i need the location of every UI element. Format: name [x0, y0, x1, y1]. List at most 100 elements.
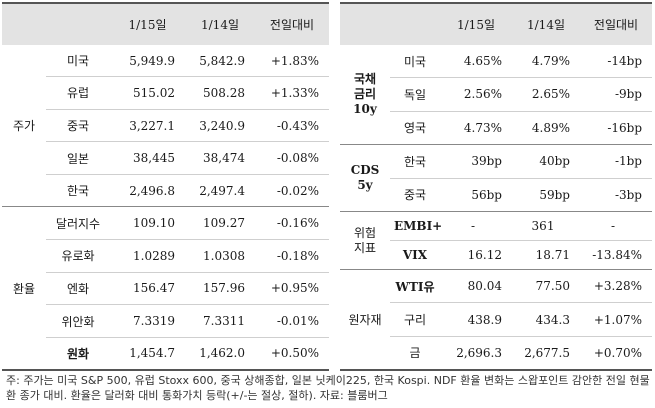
- value-date1: 4.65%: [463, 54, 502, 69]
- value-change: +0.70%: [580, 335, 652, 369]
- group-label-cds: CDS 5y: [340, 144, 390, 212]
- value-change: -9bp: [580, 77, 652, 112]
- value-date2: 109.27: [185, 206, 255, 240]
- value-date1: 80.04: [440, 268, 512, 303]
- table-row: 중국 3,227.1 3,240.9 -0.43%: [2, 108, 329, 142]
- value-date1: 39bp: [440, 144, 512, 179]
- value-date2: 40bp: [512, 144, 580, 179]
- row-label: 엔화: [46, 271, 110, 305]
- value-date2: 4.79%: [531, 54, 570, 69]
- row-label: 미국: [403, 54, 427, 69]
- row-label: 중국: [46, 108, 110, 142]
- value-change: -0.01%: [255, 304, 329, 338]
- row-label: 중국: [390, 177, 440, 212]
- table-row: 국채 금리 10y 미국 4.65% 4.79% -14bp: [340, 45, 652, 116]
- value-date2: 38,474: [185, 141, 255, 175]
- value-date1: 1,454.7: [110, 336, 185, 369]
- row-label: WTI유: [390, 268, 440, 303]
- value-change: -3bp: [580, 177, 652, 212]
- right-market-table: 1/15일 1/14일 전일대비 국채 금리 10y 미국 4.65% 4.79…: [340, 4, 652, 369]
- row-label: 독일: [390, 77, 440, 112]
- group-label-risk: 위험 지표: [340, 211, 390, 270]
- value-date1: 2,696.3: [440, 335, 512, 369]
- group-label-commodities: 원자재: [340, 268, 390, 369]
- value-change: +3.28%: [580, 268, 652, 303]
- value-date2: 4.89%: [512, 110, 580, 145]
- value-date2: 3,240.9: [185, 108, 255, 142]
- table-row: 주가 미국 5,949.9 5,842.9 +1.83%: [2, 45, 329, 134]
- row-label: 한국: [390, 144, 440, 179]
- table-row: 독일 2.56% 2.65% -9bp: [340, 77, 652, 112]
- left-header-date2: 1/14일: [185, 4, 255, 45]
- value-date1: 1.0289: [110, 239, 185, 273]
- right-header-date1: 1/15일: [440, 4, 512, 45]
- right-header-date2: 1/14일: [512, 4, 580, 45]
- value-date1: 109.10: [110, 206, 185, 240]
- group-label-stocks: 주가: [12, 119, 36, 134]
- row-label: EMBI+: [390, 211, 442, 241]
- group-label-fx: 환율: [2, 206, 46, 369]
- value-date1: 7.3319: [110, 304, 185, 338]
- left-header-date1: 1/15일: [110, 4, 185, 45]
- value-change: -16bp: [580, 110, 652, 145]
- table-row: CDS 5y 한국 39bp 40bp -1bp: [340, 144, 652, 212]
- table-row: VIX 16.12 18.71 -13.84%: [340, 240, 652, 270]
- value-change: -0.18%: [255, 239, 329, 273]
- left-header-change: 전일대비: [255, 4, 329, 45]
- row-label: 유로화: [46, 239, 110, 273]
- value-date2: 7.3311: [185, 304, 255, 338]
- value-change: -13.84%: [580, 240, 652, 270]
- value-change: +1.83%: [270, 53, 319, 68]
- left-header-group: [2, 4, 46, 45]
- value-date1: 515.02: [110, 76, 185, 110]
- right-header-row: 1/15일 1/14일 전일대비: [340, 4, 652, 45]
- value-date1: 3,227.1: [110, 108, 185, 142]
- value-date2: 157.96: [185, 271, 255, 305]
- table-row: 위험 지표 EMBI+ - 361 -: [340, 211, 652, 270]
- value-change: -14bp: [607, 54, 642, 69]
- value-change: -0.02%: [255, 173, 329, 207]
- row-label: 금: [390, 335, 440, 369]
- value-change: -0.08%: [255, 141, 329, 175]
- table-row: 엔화 156.47 157.96 +0.95%: [2, 271, 329, 305]
- value-date1: 56bp: [440, 177, 512, 212]
- row-label: VIX: [390, 240, 440, 270]
- value-date2: 1,462.0: [185, 336, 255, 369]
- value-date1: 2,496.8: [110, 173, 185, 207]
- value-date2: 508.28: [185, 76, 255, 110]
- value-date2: 361: [512, 211, 580, 241]
- value-change: -: [580, 211, 652, 241]
- left-header-row: 1/15일 1/14일 전일대비: [2, 4, 329, 45]
- left-market-table: 1/15일 1/14일 전일대비 주가 미국 5,949.9 5,842.9 +…: [2, 4, 329, 369]
- row-label: 한국: [46, 173, 110, 207]
- value-change: +1.33%: [255, 76, 329, 110]
- left-market-table-panel: 1/15일 1/14일 전일대비 주가 미국 5,949.9 5,842.9 +…: [2, 2, 329, 371]
- table-row: 한국 2,496.8 2,497.4 -0.02%: [2, 173, 329, 207]
- table-row: 금 2,696.3 2,677.5 +0.70%: [340, 335, 652, 369]
- table-row: 원자재 WTI유 80.04 77.50 +3.28%: [340, 268, 652, 369]
- table-row: 위안화 7.3319 7.3311 -0.01%: [2, 304, 329, 338]
- group-label-bond-yields: 국채 금리 10y: [353, 72, 377, 117]
- row-label: 달러지수: [46, 206, 110, 240]
- table-row: 일본 38,445 38,474 -0.08%: [2, 141, 329, 175]
- value-change: -0.16%: [255, 206, 329, 240]
- value-date2: 2,677.5: [512, 335, 580, 369]
- value-date2: 77.50: [512, 268, 580, 303]
- row-label: 미국: [66, 54, 90, 69]
- right-header-item: [390, 4, 440, 45]
- table-row: 환율 달러지수 109.10 109.27 -0.16%: [2, 206, 329, 369]
- value-change: -1bp: [580, 144, 652, 179]
- right-header-change: 전일대비: [580, 4, 652, 45]
- value-date2: 18.71: [512, 240, 580, 270]
- value-date2: 59bp: [512, 177, 580, 212]
- table-row: 유로화 1.0289 1.0308 -0.18%: [2, 239, 329, 273]
- value-date1: 2.56%: [440, 77, 512, 112]
- table-row: 중국 56bp 59bp -3bp: [340, 177, 652, 212]
- value-change: -0.43%: [255, 108, 329, 142]
- row-label: 유럽: [46, 76, 110, 110]
- value-date2: 1.0308: [185, 239, 255, 273]
- value-date1: 156.47: [110, 271, 185, 305]
- value-date2: 2,497.4: [185, 173, 255, 207]
- row-label: 원화: [46, 336, 110, 369]
- value-change: +1.07%: [580, 302, 652, 337]
